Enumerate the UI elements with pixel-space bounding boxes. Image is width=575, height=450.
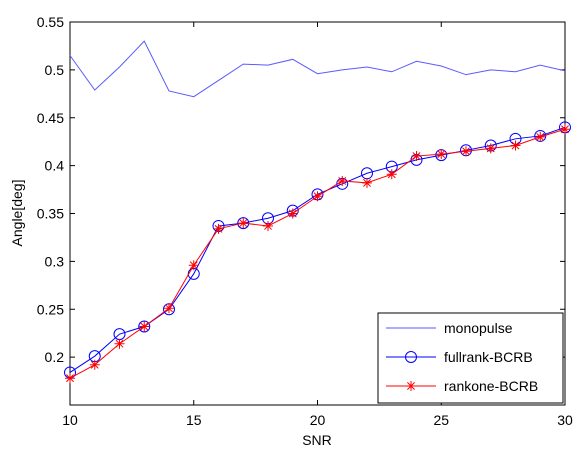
marker: [461, 146, 471, 157]
marker: [337, 175, 348, 186]
y-tick-label: 0.45: [37, 110, 64, 126]
x-tick-label: 20: [310, 412, 326, 428]
x-tick-label: 10: [62, 412, 78, 428]
series-line: [69, 40, 566, 98]
x-tick-label: 25: [433, 412, 449, 428]
marker: [485, 143, 496, 154]
marker: [411, 151, 422, 162]
legend-label: fullrank-BCRB: [444, 349, 533, 365]
marker: [89, 359, 100, 370]
marker: [436, 149, 447, 160]
marker: [263, 220, 273, 231]
marker: [535, 131, 546, 142]
marker: [510, 140, 521, 151]
x-tick-label: 15: [186, 412, 202, 428]
marker: [386, 169, 397, 180]
legend-marker: [406, 381, 416, 391]
legend-label: rankone-BCRB: [444, 378, 538, 394]
marker: [164, 303, 174, 314]
x-axis-label: SNR: [302, 432, 332, 448]
y-tick-label: 0.3: [45, 253, 65, 269]
marker: [213, 223, 224, 234]
marker: [114, 338, 125, 349]
y-tick-label: 0.35: [37, 206, 64, 222]
marker: [138, 320, 151, 333]
marker: [362, 177, 372, 188]
legend-marker: [405, 351, 417, 363]
y-tick-label: 0.4: [45, 158, 65, 174]
x-tick-label: 30: [557, 412, 573, 428]
y-tick-label: 0.2: [45, 349, 65, 365]
marker: [237, 217, 250, 230]
y-tick-label: 0.5: [45, 62, 65, 78]
y-axis-label: Angle[deg]: [9, 180, 25, 247]
marker: [287, 208, 298, 219]
marker: [238, 218, 249, 229]
marker: [312, 191, 323, 202]
marker: [65, 373, 75, 384]
marker: [139, 321, 150, 332]
y-tick-label: 0.25: [37, 301, 64, 317]
marker: [560, 124, 570, 135]
marker: [188, 260, 199, 271]
legend-label: monopulse: [444, 320, 513, 336]
y-tick-label: 0.55: [37, 14, 64, 30]
